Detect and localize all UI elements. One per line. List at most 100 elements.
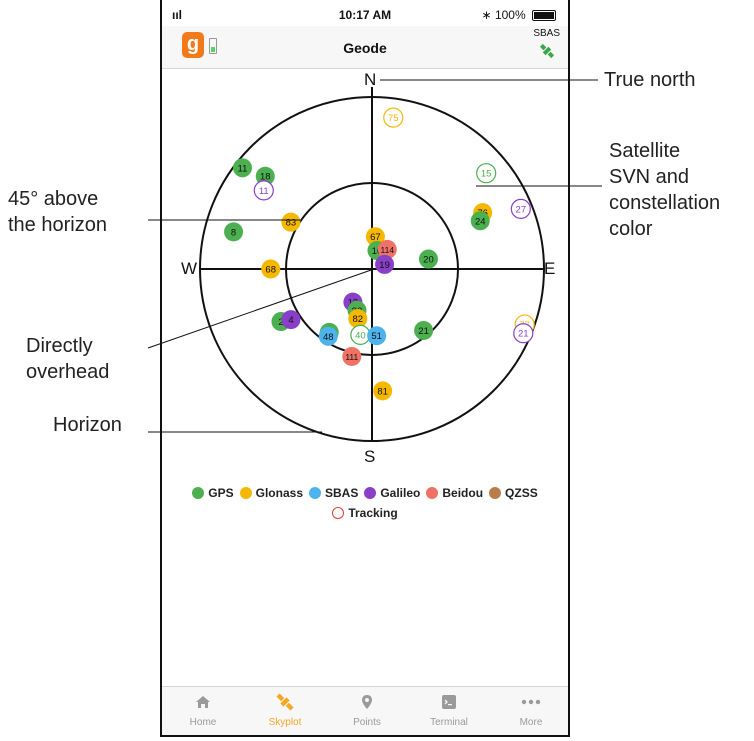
- legend-label: Tracking: [348, 506, 398, 520]
- satellite-beidou[interactable]: 111: [342, 347, 362, 367]
- map-pin-icon: [362, 695, 372, 709]
- satellite-galileo[interactable]: 11: [253, 180, 274, 201]
- tracking-ring-icon: [332, 507, 345, 519]
- legend-dot-icon: [364, 487, 377, 499]
- satellite-marker: [281, 310, 301, 330]
- satellite-svn: 19: [379, 260, 390, 271]
- legend-dot-icon: [239, 487, 252, 499]
- callout-line: Satellite: [609, 140, 681, 162]
- tab-more[interactable]: More: [490, 687, 572, 735]
- legend-item-qzss: QZSS: [489, 486, 538, 500]
- satellite-galileo[interactable]: 21: [513, 323, 534, 344]
- legend-dot-icon: [489, 487, 502, 499]
- satellite-svn: 24: [475, 216, 486, 227]
- callout-line: Directly: [26, 335, 93, 357]
- satellite-svn: 83: [286, 218, 297, 229]
- tab-label: Skyplot: [268, 717, 302, 728]
- satellite-gps[interactable]: 11: [232, 158, 252, 178]
- satellite-galileo[interactable]: 4: [281, 310, 301, 330]
- phone-screen: ııl 10:17 AM ∗ 100% g Geode SBAS GPS Glon…: [160, 0, 570, 737]
- skyplot-grid: [199, 87, 545, 442]
- satellite-marker: [342, 347, 362, 367]
- satellite-svn: 11: [259, 186, 269, 197]
- satellite-galileo[interactable]: 19: [375, 254, 395, 274]
- legend-item-tracking: Tracking: [332, 506, 398, 520]
- legend-row: Tracking: [162, 506, 568, 520]
- satellite-gps[interactable]: 24: [470, 211, 490, 231]
- satellite-svn: 40: [355, 330, 366, 341]
- satellite-svn: 48: [323, 332, 334, 343]
- satellite-marker: [367, 326, 387, 346]
- satellite-gps[interactable]: 20: [418, 249, 438, 269]
- satellite-glonass[interactable]: 75: [383, 107, 404, 128]
- satellite-marker: [253, 180, 274, 201]
- satellite-marker: [261, 259, 281, 279]
- satellite-sbas[interactable]: 48: [318, 326, 338, 346]
- satellite-layer: 7515762724111811838671011419206812243282…: [224, 107, 535, 401]
- tab-label: Terminal: [430, 717, 468, 728]
- satellite-marker: [414, 320, 434, 340]
- callout-leader: [147, 268, 375, 349]
- satellite-gps[interactable]: 15: [476, 163, 497, 184]
- satellite-svn: 51: [371, 331, 382, 342]
- status-bar: ııl 10:17 AM ∗ 100%: [162, 0, 568, 26]
- tab-skyplot[interactable]: Skyplot: [244, 687, 326, 735]
- battery-icon: [532, 10, 556, 22]
- geode-logo-icon[interactable]: g: [182, 32, 204, 58]
- satellite-marker: [232, 158, 252, 178]
- compass-e: E: [544, 259, 556, 278]
- callout-lines: [147, 79, 602, 433]
- satellite-marker: [348, 309, 368, 329]
- satellite-marker: [383, 107, 404, 128]
- legend-label: GPS: [208, 486, 234, 500]
- satellite-marker: [365, 227, 385, 247]
- satellite-glonass[interactable]: 68: [261, 259, 281, 279]
- legend-label: QZSS: [505, 486, 538, 500]
- legend-label: Glonass: [255, 486, 303, 500]
- callout-45-degrees: 45° above the horizon: [8, 186, 107, 238]
- battery-percent: 100%: [494, 8, 526, 22]
- callout-line: SVN and: [609, 166, 690, 188]
- callout-line: 45° above: [8, 188, 99, 210]
- tab-terminal[interactable]: Terminal: [408, 687, 490, 735]
- callout-line: color: [609, 218, 653, 240]
- constellation-legend: GPS Glonass SBAS Galileo Beidou QZSS Tracking: [162, 486, 568, 520]
- satellite-beidou[interactable]: 114: [377, 239, 397, 259]
- satellite-marker: [470, 211, 490, 231]
- satellite-gps[interactable]: 21: [414, 320, 434, 340]
- satellite-glonass[interactable]: 81: [373, 381, 393, 401]
- callout-line: the horizon: [8, 214, 107, 236]
- satellite-svn: 82: [352, 314, 363, 325]
- satellite-svn: 21: [518, 329, 529, 340]
- terminal-icon: [442, 695, 456, 709]
- tab-bar: Home Skyplot Points Terminal More: [162, 686, 568, 735]
- satellite-marker: [476, 163, 497, 184]
- satellite-svn: 75: [388, 113, 399, 124]
- more-dots-icon: [521, 699, 541, 705]
- tab-points[interactable]: Points: [326, 687, 408, 735]
- satellite-svn: 11: [238, 163, 248, 174]
- signal-icon: ııl: [172, 8, 183, 22]
- satellite-gps[interactable]: 40: [350, 324, 371, 345]
- tab-home[interactable]: Home: [162, 687, 244, 735]
- compass-w: W: [181, 259, 198, 278]
- sbas-status-button[interactable]: SBAS: [533, 28, 560, 61]
- satellite-galileo[interactable]: 27: [510, 198, 531, 219]
- satellite-glonass[interactable]: 82: [348, 309, 368, 329]
- callout-overhead: Directly overhead: [26, 333, 109, 385]
- tab-label: More: [519, 717, 543, 728]
- satellite-gps[interactable]: 8: [224, 222, 244, 242]
- legend-item-sbas: SBAS: [309, 486, 358, 500]
- legend-item-gps: GPS: [192, 486, 234, 500]
- satellite-icon: [276, 693, 294, 711]
- satellite-glonass[interactable]: 83: [281, 212, 301, 232]
- satellite-svn: 27: [516, 204, 527, 215]
- satellite-sbas[interactable]: 51: [367, 326, 387, 346]
- satellite-glonass[interactable]: 67: [365, 227, 385, 247]
- status-time: 10:17 AM: [338, 8, 392, 22]
- callout-true-north: True north: [604, 69, 696, 91]
- satellite-icon: [539, 43, 554, 59]
- satellite-svn: 10: [372, 246, 383, 257]
- satellite-svn: 15: [481, 169, 492, 180]
